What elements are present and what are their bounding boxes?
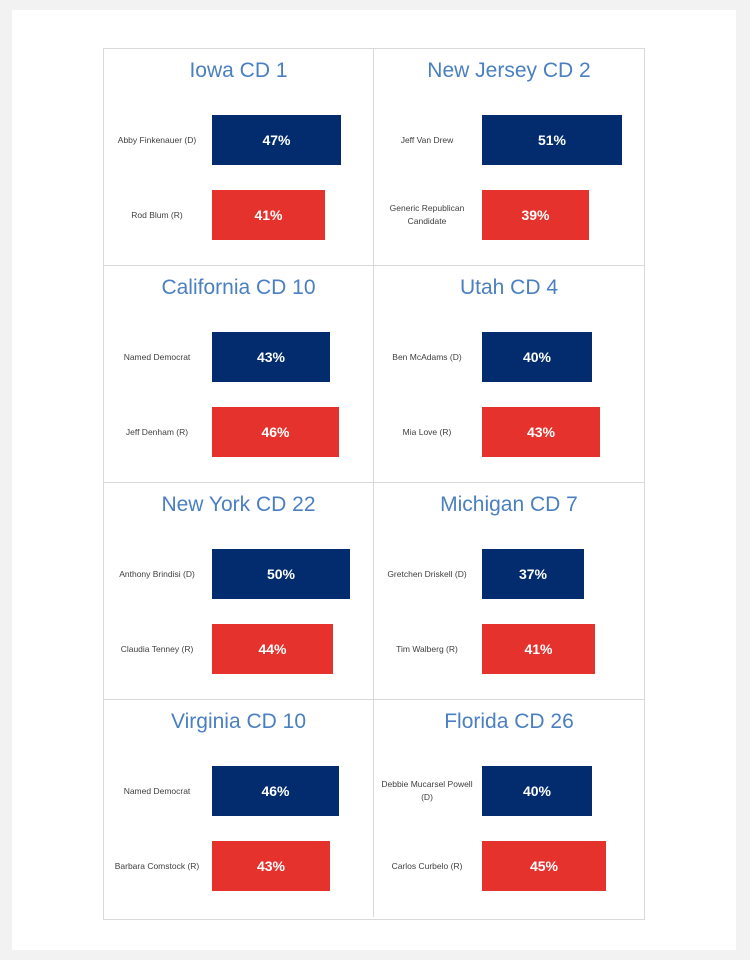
candidate-label: Gretchen Driskell (D) [387,568,467,579]
republican-bar: 43% [482,407,600,457]
bar-value-label: 46% [261,424,290,440]
democrat-bar: 37% [482,549,584,599]
chart-title: Iowa CD 1 [189,59,288,82]
candidate-label: Tim Walberg (R) [396,643,458,654]
bar-value-label: 51% [537,132,567,148]
candidate-label: Barbara Comstock (R) [114,860,200,871]
bar-value-label: 40% [522,783,552,799]
candidate-label: Jeff Denham (R) [125,426,189,437]
republican-bar: 43% [212,841,330,891]
chart-title: New York CD 22 [161,493,316,516]
chart-panel-california-cd-10: California CD 10 Named Democrat 43% Jeff De… [104,266,374,483]
chart-panel-new-york-cd-22: New York CD 22 Anthony Brindisi (D) 50% Cla… [104,483,374,700]
candidate-label: Ben McAdams (D) [392,351,462,362]
democrat-bar: 46% [212,766,339,816]
candidate-label: Generic Republican Candidate [389,203,465,226]
candidate-label: Named Democrat [123,785,191,796]
candidate-label: Rod Blum (R) [131,209,183,220]
chart-title: New Jersey CD 2 [427,59,591,82]
bar-value-label: 37% [518,566,548,582]
chart-title: Florida CD 26 [444,710,574,733]
candidate-label: Jeff Van Drew [400,134,454,145]
democrat-bar: 50% [212,549,350,599]
bar-value-label: 43% [256,349,286,365]
democrat-bar: 40% [482,766,592,816]
chart-title: Utah CD 4 [459,276,559,299]
chart-panel-michigan-cd-7: Michigan CD 7 Gretchen Driskell (D) 37% Tim… [374,483,644,700]
chart-title: Michigan CD 7 [440,493,578,516]
chart-title: Virginia CD 10 [170,710,306,733]
bar-value-label: 41% [254,207,283,223]
bar-value-label: 44% [258,641,287,657]
chart-panel-virginia-cd-10: Virginia CD 10 Named Democrat 46% Barbara C… [104,700,374,917]
candidate-label: Claudia Tenney (R) [120,643,194,654]
candidate-label: Mia Love (R) [402,426,452,437]
chart-panel-utah-cd-4: Utah CD 4 Ben McAdams (D) 40% Mia Love (R) 4… [374,266,644,483]
candidate-label: Carlos Curbelo (R) [391,860,463,871]
bar-value-label: 47% [262,132,291,148]
candidate-label: Anthony Brindisi (D) [119,568,195,579]
document-page: Iowa CD 1 Abby Finkenauer (D) 47% Rod Blum … [12,10,736,950]
bar-value-label: 41% [524,641,553,657]
democrat-bar: 40% [482,332,592,382]
chart-panel-iowa-cd-1: Iowa CD 1 Abby Finkenauer (D) 47% Rod Blum … [104,49,374,266]
republican-bar: 46% [212,407,339,457]
chart-panel-new-jersey-cd-2: New Jersey CD 2 Jeff Van Drew 51% Generic R… [374,49,644,266]
republican-bar: 39% [482,190,589,240]
republican-bar: 41% [212,190,325,240]
candidate-label: Named Democrat [123,351,191,362]
bar-value-label: 39% [521,207,550,223]
democrat-bar: 47% [212,115,341,165]
candidate-label: Debbie Mucarsel Powell (D) [381,779,473,802]
democrat-bar: 43% [212,332,330,382]
republican-bar: 44% [212,624,333,674]
bar-value-label: 40% [522,349,552,365]
candidate-label: Abby Finkenauer (D) [117,134,197,145]
chart-title: California CD 10 [161,276,316,299]
republican-bar: 41% [482,624,595,674]
poll-chart-grid: Iowa CD 1 Abby Finkenauer (D) 47% Rod Blum … [103,48,645,920]
bar-value-label: 46% [261,783,290,799]
bar-value-label: 43% [526,424,556,440]
bar-value-label: 43% [256,858,286,874]
chart-panel-florida-cd-26: Florida CD 26 Debbie Mucarsel Powell (D) 4… [374,700,644,917]
republican-bar: 45% [482,841,606,891]
bar-value-label: 50% [266,566,296,582]
bar-value-label: 45% [529,858,559,874]
democrat-bar: 51% [482,115,622,165]
